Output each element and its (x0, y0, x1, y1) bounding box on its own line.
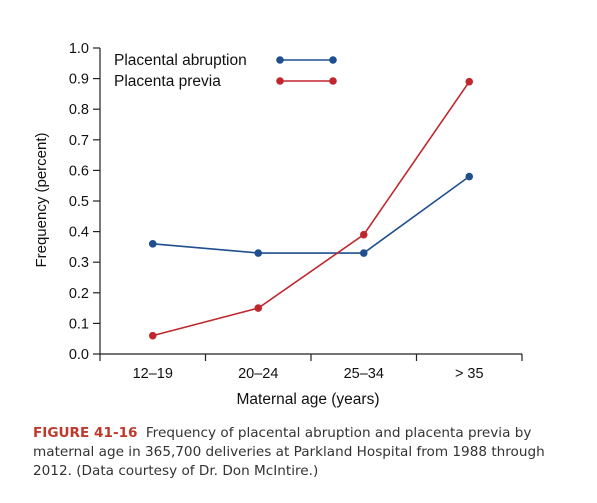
x-axis-label: Maternal age (years) (236, 391, 379, 408)
legend-marker-placental-abruption (276, 56, 284, 64)
y-tick-label: 1.0 (69, 41, 89, 57)
series-line-placenta-previa (152, 81, 470, 337)
legend-label-placenta-previa: Placenta previa (114, 73, 221, 90)
data-point-placenta-previa (465, 77, 474, 86)
data-point-placenta-previa (359, 230, 368, 239)
figure-label: FIGURE 41-16 (33, 425, 138, 441)
y-tick-label: 0.3 (69, 255, 89, 271)
figure-caption: FIGURE 41-16 Frequency of placental abru… (33, 424, 573, 481)
line-chart: 0.0 0.1 0.2 0.3 0.4 0.5 0.6 0.7 0.8 0.9 1.0 12–19 2… (33, 41, 523, 408)
data-point-placenta-previa (254, 304, 263, 312)
y-tick-label: 0.6 (69, 163, 89, 179)
x-tick-label: 12–19 (133, 366, 173, 382)
data-point-placenta-previa (148, 331, 157, 340)
x-axis-ticks: 12–19 20–24 25–34 > 35 (99, 354, 523, 382)
x-tick-label: 20–24 (238, 366, 278, 382)
y-tick-label: 0.4 (69, 225, 89, 241)
legend-label-placental-abruption: Placental abruption (114, 52, 247, 69)
legend-marker-placenta-previa (329, 77, 337, 85)
chart-legend: Placental abruption Placenta previa (114, 52, 337, 90)
legend-marker-placenta-previa (276, 77, 284, 85)
y-tick-label: 0.2 (69, 286, 89, 302)
data-point-placental-abruption (254, 249, 263, 257)
data-point-placental-abruption (148, 240, 157, 248)
y-axis-ticks: 0.0 0.1 0.2 0.3 0.4 0.5 0.6 0.7 0.8 0.9 1.0 (69, 41, 100, 363)
y-tick-label: 0.5 (69, 194, 89, 210)
y-tick-label: 0.7 (69, 133, 89, 149)
x-tick-label: 25–34 (344, 366, 384, 382)
y-tick-label: 0.9 (69, 72, 89, 88)
y-tick-label: 0.1 (69, 316, 89, 332)
legend-marker-placental-abruption (329, 56, 337, 64)
y-axis-label: Frequency (percent) (33, 132, 50, 267)
y-tick-label: 0.8 (69, 102, 89, 118)
chart-axes (99, 48, 522, 355)
figure-caption-text: Frequency of placental abruption and pla… (33, 425, 545, 479)
chart-series (148, 77, 474, 340)
y-tick-label: 0.0 (69, 347, 89, 363)
data-point-placental-abruption (465, 172, 474, 181)
series-line-placental-abruption (152, 175, 470, 254)
x-tick-label: > 35 (455, 366, 484, 382)
data-point-placental-abruption (359, 249, 368, 257)
